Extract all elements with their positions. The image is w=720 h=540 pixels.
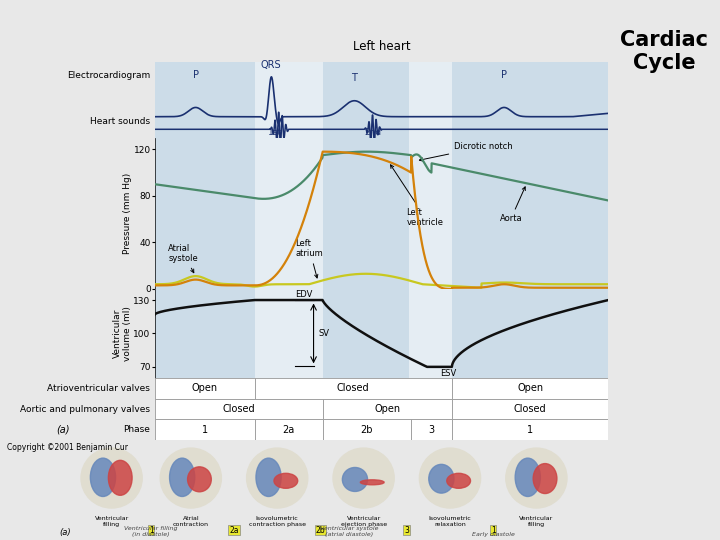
Bar — [255, 378, 452, 399]
Y-axis label: Pressure (mm Hg): Pressure (mm Hg) — [123, 173, 132, 254]
Bar — [411, 420, 452, 440]
Text: Aorta: Aorta — [500, 187, 526, 224]
Text: Ventricular
filling: Ventricular filling — [94, 516, 129, 527]
Text: 2a: 2a — [229, 525, 239, 535]
Text: 2a: 2a — [282, 425, 294, 435]
Text: 3: 3 — [428, 425, 435, 435]
Ellipse shape — [161, 448, 222, 508]
Text: Isovolumetric
contraction phase: Isovolumetric contraction phase — [248, 516, 306, 527]
Ellipse shape — [533, 463, 557, 494]
Text: (a): (a) — [56, 425, 70, 435]
Ellipse shape — [246, 448, 308, 508]
Text: Copyright ©2001 Benjamin Cur: Copyright ©2001 Benjamin Cur — [7, 443, 128, 452]
Text: Ventricular filling
(in diastole): Ventricular filling (in diastole) — [125, 526, 178, 537]
Bar — [409, 62, 452, 138]
Text: Open: Open — [517, 383, 543, 393]
Text: 2b: 2b — [361, 425, 373, 435]
Ellipse shape — [188, 467, 212, 492]
Text: Dicrotic notch: Dicrotic notch — [419, 143, 513, 161]
Text: 2nd: 2nd — [364, 129, 381, 138]
Bar — [255, 138, 323, 289]
Bar — [452, 399, 608, 420]
Text: 1: 1 — [491, 525, 495, 535]
Bar — [452, 420, 608, 440]
Text: Aortic and pulmonary valves: Aortic and pulmonary valves — [20, 404, 150, 414]
Ellipse shape — [505, 448, 567, 508]
Text: 2b: 2b — [315, 525, 325, 535]
Text: Closed: Closed — [514, 404, 546, 414]
Text: Early diastole: Early diastole — [472, 532, 515, 537]
Text: SV: SV — [318, 329, 329, 338]
Ellipse shape — [343, 468, 368, 491]
Ellipse shape — [333, 448, 395, 508]
Text: 3: 3 — [405, 525, 409, 535]
Text: Ventricular
ejection phase: Ventricular ejection phase — [341, 516, 387, 527]
Bar — [255, 62, 323, 138]
Text: Closed: Closed — [337, 383, 369, 393]
Text: Atrial
systole: Atrial systole — [168, 244, 198, 273]
Bar — [452, 378, 608, 399]
Ellipse shape — [419, 448, 481, 508]
Text: P: P — [193, 70, 199, 80]
Bar — [255, 378, 323, 399]
Bar — [409, 138, 452, 289]
Text: Atrioventricular valves: Atrioventricular valves — [48, 384, 150, 393]
Text: 1: 1 — [149, 525, 153, 535]
Text: Left
atrium: Left atrium — [295, 239, 323, 278]
Text: (a): (a) — [59, 528, 71, 537]
Text: 1: 1 — [202, 425, 208, 435]
Ellipse shape — [109, 460, 132, 495]
Text: Isovolumetric
relaxation: Isovolumetric relaxation — [428, 516, 472, 527]
Text: Heart sounds: Heart sounds — [90, 117, 150, 126]
Ellipse shape — [446, 474, 471, 488]
Text: Ventricular systole
(atrial diastole): Ventricular systole (atrial diastole) — [320, 526, 379, 537]
Ellipse shape — [515, 458, 540, 496]
Text: T: T — [351, 73, 357, 83]
Y-axis label: Ventricular
volume (ml): Ventricular volume (ml) — [112, 306, 132, 361]
Ellipse shape — [274, 474, 298, 488]
Text: 1st: 1st — [268, 129, 282, 138]
Bar — [411, 378, 452, 399]
Text: Closed: Closed — [222, 404, 255, 414]
Text: QRS: QRS — [260, 60, 281, 70]
Bar — [255, 289, 323, 378]
Bar — [155, 399, 323, 420]
Ellipse shape — [170, 458, 194, 496]
Text: Atrial
contraction: Atrial contraction — [173, 516, 209, 527]
Text: Phase: Phase — [123, 426, 150, 434]
Text: Left
ventricle: Left ventricle — [390, 165, 444, 227]
Bar — [255, 399, 323, 420]
Bar — [411, 399, 452, 420]
Bar — [323, 399, 452, 420]
Ellipse shape — [256, 458, 282, 496]
Text: Open: Open — [192, 383, 217, 393]
Text: Left heart: Left heart — [353, 40, 410, 53]
Text: Electrocardiogram: Electrocardiogram — [67, 71, 150, 80]
Ellipse shape — [429, 464, 454, 493]
Text: ESV: ESV — [441, 369, 456, 378]
Bar — [255, 420, 323, 440]
Text: Ventricular
filling: Ventricular filling — [519, 516, 554, 527]
Bar — [155, 378, 255, 399]
Text: EDV: EDV — [295, 290, 312, 299]
Bar — [155, 420, 255, 440]
Bar — [409, 289, 452, 378]
Text: P: P — [501, 70, 507, 80]
Text: Open: Open — [374, 404, 400, 414]
Text: Cardiac
Cycle: Cardiac Cycle — [620, 30, 708, 73]
Ellipse shape — [361, 480, 384, 485]
Ellipse shape — [90, 458, 115, 496]
Text: 1: 1 — [527, 425, 534, 435]
Ellipse shape — [81, 448, 142, 508]
Bar — [323, 420, 411, 440]
